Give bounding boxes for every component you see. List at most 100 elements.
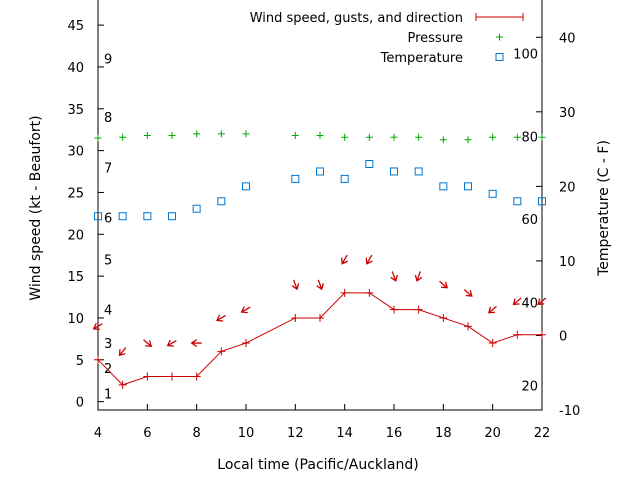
fahrenheit-label: 60 (521, 213, 538, 228)
wind-direction-arrow (216, 314, 226, 322)
wind-speed-point (513, 330, 522, 339)
pressure-point (168, 132, 176, 140)
x-tick-label: 16 (386, 426, 403, 441)
x-tick-label: 22 (534, 426, 551, 441)
temperature-point (143, 212, 152, 221)
wind-direction-arrow (487, 305, 497, 314)
legend-swatch-temperature (495, 53, 504, 61)
x-tick-label: 10 (238, 426, 255, 441)
temperature-point (538, 197, 546, 206)
wind-speed-point (168, 372, 176, 381)
x-tick-label: 14 (336, 426, 353, 441)
wind-speed-point (464, 322, 472, 331)
temperature-point (390, 167, 398, 176)
wind-direction-arrow (512, 297, 522, 306)
temperature-point (488, 189, 497, 198)
wind-direction-arrow (463, 289, 473, 297)
wind-speed-point (439, 313, 448, 322)
fahrenheit-label: 100 (513, 48, 538, 63)
y-left-tick-label: 40 (67, 61, 84, 76)
temperature-point (118, 212, 127, 221)
pressure-point (464, 136, 472, 144)
wind-speed-line (97, 292, 542, 386)
y-left-tick-label: 10 (67, 312, 84, 327)
pressure-point (341, 133, 349, 141)
temperature-point (340, 174, 349, 183)
y-axis-right-title: Temperature (C - F) (596, 140, 612, 277)
temperature-point (365, 160, 374, 168)
beaufort-label: 4 (104, 304, 112, 319)
temperature-point (168, 212, 176, 221)
beaufort-label: 8 (104, 111, 112, 126)
pressure-point (489, 133, 497, 141)
wind-direction-arrow (240, 306, 251, 314)
wind-speed-point (94, 355, 102, 364)
wind-speed-point (538, 330, 546, 339)
wind-direction-arrow (390, 271, 398, 282)
temperature-point (94, 212, 102, 221)
wind-speed-point (118, 380, 127, 389)
temperature-point (242, 182, 250, 191)
legend-label-wind: Wind speed, gusts, and direction (250, 11, 463, 26)
wind-direction-arrow (365, 254, 373, 265)
plot-frame (97, 0, 543, 411)
legend-label-pressure: Pressure (407, 31, 463, 46)
x-tick-label: 12 (287, 426, 304, 441)
y-axis-left-title: Wind speed (kt - Beaufort) (28, 115, 44, 300)
wind-direction-arrow (118, 347, 127, 357)
wind-speed-point (143, 372, 152, 381)
x-tick-label: 20 (484, 426, 501, 441)
y-right-tick-label: 40 (559, 31, 576, 46)
y-right-tick-label: 10 (559, 255, 576, 270)
beaufort-label: 5 (104, 253, 112, 268)
fahrenheit-label: 20 (521, 379, 538, 394)
wind-direction-arrow (340, 254, 348, 265)
plot-border (97, 0, 543, 411)
pressure-point (316, 132, 324, 140)
y-left-tick-label: 25 (67, 186, 84, 201)
y-right-tick-label: -10 (559, 404, 580, 419)
wind-direction-arrow (166, 339, 177, 347)
y-right-tick-label: 0 (559, 329, 567, 344)
wind-speed-point (217, 347, 226, 356)
pressure-point (439, 136, 447, 144)
wind-direction-arrow (316, 279, 324, 291)
wind-speed-point (365, 288, 374, 297)
x-tick-label: 4 (94, 426, 102, 441)
beaufort-label: 6 (104, 212, 112, 227)
y-left-tick-label: 15 (67, 270, 84, 285)
fahrenheit-label: 80 (521, 130, 538, 145)
wind-direction-arrow (537, 297, 547, 306)
beaufort-label: 3 (104, 337, 112, 352)
x-axis-title: Local time (Pacific/Auckland) (217, 457, 418, 473)
legend-swatch-pressure (496, 33, 503, 41)
x-tick-label: 18 (435, 426, 452, 441)
legend: Wind speed, gusts, and direction Pressure… (250, 11, 524, 66)
wind-direction-arrow (92, 323, 103, 331)
pressure-point (513, 133, 521, 141)
pressure-point (415, 133, 423, 141)
y-right-tick-label: 30 (559, 106, 576, 121)
series (92, 130, 547, 389)
temperature-point (217, 197, 226, 206)
legend-swatch-wind-caps (475, 13, 524, 21)
legend-label-temperature: Temperature (380, 51, 463, 66)
beaufort-label: 9 (104, 53, 112, 68)
fahrenheit-label: 40 (521, 297, 538, 312)
pressure-point (242, 130, 250, 138)
temperature-point (316, 167, 324, 176)
axes: 4 6 8 10 12 14 16 18 20 22051015202530354045-1001… (67, 19, 580, 441)
temperature-point (291, 174, 300, 183)
pressure-point (143, 132, 151, 140)
temperature-point (192, 204, 201, 213)
wind-direction-arrow (190, 339, 202, 348)
pressure-point (538, 133, 546, 141)
wind-direction-arrow (439, 280, 449, 289)
wind-speed-point (192, 372, 201, 381)
pressure-point (119, 133, 127, 141)
pressure-point (390, 133, 398, 141)
temperature-point (513, 197, 522, 206)
pressure-point (94, 134, 102, 142)
temperature-point (439, 182, 448, 191)
